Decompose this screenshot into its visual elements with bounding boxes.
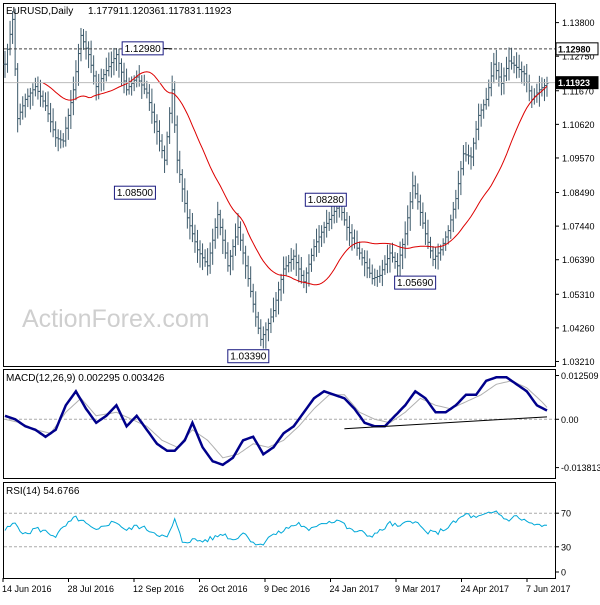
price-annotation: 1.05690	[394, 275, 437, 290]
x-tick-label: 14 Jun 2016	[2, 584, 52, 594]
rsi-y-tick-label: 0	[561, 568, 566, 578]
price-y-tick-label: 1.12750	[562, 52, 595, 62]
macd-trendline	[344, 416, 548, 430]
current-price-box-bg	[555, 76, 599, 90]
x-tick-label: 9 Dec 2016	[264, 584, 310, 594]
price-panel-title: EURUSD,Daily	[6, 6, 73, 17]
rsi-panel-frame	[3, 482, 556, 579]
annotation-label: 1.12980	[125, 44, 162, 55]
rsi-y-tick-label: 30	[561, 542, 571, 552]
resistance-price-box-bg	[555, 42, 599, 56]
x-tick-label: 9 Mar 2017	[395, 584, 441, 594]
price-panel-frame	[3, 3, 556, 367]
x-tick-label: 28 Jul 2016	[68, 584, 115, 594]
macd-y-tick-label: 0.00	[561, 415, 579, 425]
price-y-tick-label: 1.08490	[562, 188, 595, 198]
annotation-label: 1.08500	[117, 188, 154, 199]
ohlc-high: 1.12036	[124, 6, 161, 17]
price-y-tick-label: 1.07440	[562, 222, 595, 232]
resistance-price-box: 1.12980	[555, 42, 599, 56]
price-y-tick-label: 1.09570	[562, 153, 595, 163]
current-price-box: 1.11923	[555, 76, 599, 90]
macd-layer	[4, 376, 555, 467]
price-y-tick-label: 1.03210	[562, 357, 595, 367]
x-tick-label: 7 Jun 2017	[526, 584, 571, 594]
price-annotation: 1.12980	[121, 41, 173, 56]
rsi-y-tick-label: 70	[561, 509, 571, 519]
annotation-box	[227, 349, 270, 364]
rsi-line	[4, 510, 548, 546]
ohlc-open: 1.17791	[88, 6, 125, 17]
annotation-label: 1.08280	[308, 195, 345, 206]
price-y-tick-label: 1.13800	[562, 18, 595, 28]
x-tick-label: 12 Sep 2016	[133, 584, 184, 594]
macd-panel-title: MACD(12,26,9) 0.002295 0.003426	[6, 373, 165, 384]
macd-y-tick-label: -0.013813	[561, 463, 600, 473]
annotation-box	[121, 41, 164, 56]
macd-line	[4, 376, 548, 467]
annotation-leader	[163, 47, 173, 50]
price-annotation: 1.08500	[113, 185, 156, 200]
price-layer: 1.12980 1.08500 1.03390 1.08280 1.05690	[3, 8, 555, 364]
x-tick-label: 24 Apr 2017	[461, 584, 510, 594]
x-tick-label: 26 Oct 2016	[199, 584, 248, 594]
annotation-label: 1.03390	[230, 352, 267, 363]
ohlc-low: 1.11783	[160, 6, 196, 17]
price-y-tick-label: 1.06390	[562, 255, 595, 265]
ohlc-readout: 1.17791 1.12036 1.11783 1.11923	[88, 6, 232, 17]
price-annotation: 1.08280	[304, 192, 347, 207]
price-y-tick-label: 1.04260	[562, 323, 595, 333]
moving-average-line	[42, 71, 548, 286]
rsi-panel-title: RSI(14) 54.6766	[6, 486, 80, 497]
current-price-box-label: 1.11923	[558, 78, 590, 88]
annotation-box	[304, 192, 347, 207]
ohlc-close: 1.11923	[196, 6, 232, 17]
annotation-box	[394, 275, 437, 290]
axis-layer: 1.13800 1.12750 1.11670 1.10620 1.09570 1.084…	[2, 18, 600, 594]
watermark: ActionForex.com	[22, 305, 210, 333]
price-y-tick-label: 1.10620	[562, 120, 595, 130]
price-y-tick-label: 1.05310	[562, 290, 595, 300]
price-annotation: 1.03390	[227, 349, 270, 364]
macd-panel-frame	[3, 369, 556, 479]
resistance-price-box-label: 1.12980	[558, 44, 591, 54]
price-y-tick-label: 1.11670	[562, 86, 594, 96]
x-tick-label: 24 Jan 2017	[330, 584, 380, 594]
macd-y-tick-label: 0.012509	[561, 371, 599, 381]
annotation-box	[113, 185, 156, 200]
annotation-label: 1.05690	[397, 278, 434, 289]
rsi-layer	[4, 510, 555, 548]
